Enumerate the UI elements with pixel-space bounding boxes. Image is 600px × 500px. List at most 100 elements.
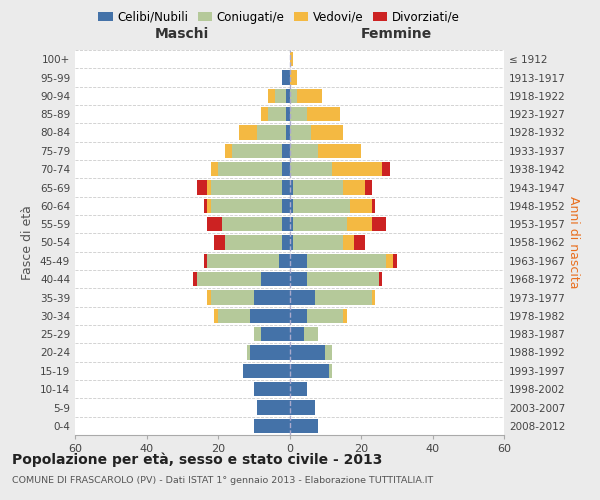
Y-axis label: Fasce di età: Fasce di età [22,205,34,280]
Bar [290,198,293,213]
Bar [314,290,372,304]
Bar [307,308,343,323]
Bar [290,346,325,360]
Text: COMUNE DI FRASCAROLO (PV) - Dati ISTAT 1° gennaio 2013 - Elaborazione TUTTITALIA: COMUNE DI FRASCAROLO (PV) - Dati ISTAT 1… [12,476,433,485]
Bar [354,236,365,250]
Bar [214,236,225,250]
Legend: Celibi/Nubili, Coniugati/e, Vedovi/e, Divorziati/e: Celibi/Nubili, Coniugati/e, Vedovi/e, Di… [94,6,464,28]
Bar [290,88,296,103]
Bar [290,217,293,232]
Bar [286,107,290,122]
Bar [307,254,386,268]
Bar [372,198,376,213]
Bar [290,382,307,396]
Bar [290,162,332,176]
Bar [193,272,197,286]
Bar [290,70,296,85]
Bar [290,254,307,268]
Bar [207,290,211,304]
Bar [283,70,290,85]
Bar [393,254,397,268]
Bar [293,217,347,232]
Bar [257,400,290,414]
Bar [290,400,314,414]
Bar [211,180,283,194]
Bar [254,290,290,304]
Text: Femmine: Femmine [361,27,433,41]
Bar [239,126,257,140]
Bar [290,52,293,66]
Bar [207,180,211,194]
Bar [283,198,290,213]
Bar [207,254,279,268]
Bar [254,327,261,342]
Bar [329,364,332,378]
Bar [290,126,311,140]
Bar [247,346,250,360]
Bar [197,272,261,286]
Bar [325,346,332,360]
Bar [261,327,290,342]
Bar [211,198,283,213]
Bar [290,418,318,433]
Bar [290,327,304,342]
Bar [275,88,286,103]
Bar [293,198,350,213]
Bar [290,236,293,250]
Bar [225,144,232,158]
Bar [343,236,354,250]
Bar [293,236,343,250]
Bar [379,272,382,286]
Bar [283,144,290,158]
Bar [343,180,365,194]
Bar [290,180,293,194]
Bar [290,308,307,323]
Text: Maschi: Maschi [155,27,209,41]
Bar [347,217,372,232]
Bar [318,144,361,158]
Bar [232,144,283,158]
Bar [283,180,290,194]
Bar [307,107,340,122]
Bar [261,272,290,286]
Bar [311,126,343,140]
Bar [207,217,221,232]
Bar [283,217,290,232]
Bar [365,180,372,194]
Bar [286,88,290,103]
Bar [279,254,290,268]
Bar [214,308,218,323]
Bar [290,364,329,378]
Bar [350,198,372,213]
Bar [293,180,343,194]
Text: Popolazione per età, sesso e stato civile - 2013: Popolazione per età, sesso e stato civil… [12,452,382,467]
Bar [290,144,318,158]
Bar [372,290,376,304]
Bar [382,162,389,176]
Bar [372,217,386,232]
Bar [225,236,283,250]
Bar [204,198,207,213]
Bar [304,327,318,342]
Bar [197,180,207,194]
Bar [250,308,290,323]
Bar [286,126,290,140]
Bar [343,308,347,323]
Bar [307,272,379,286]
Bar [254,418,290,433]
Bar [250,346,290,360]
Bar [268,88,275,103]
Bar [257,126,286,140]
Bar [283,162,290,176]
Y-axis label: Anni di nascita: Anni di nascita [566,196,580,289]
Bar [218,308,250,323]
Bar [218,162,283,176]
Bar [211,290,254,304]
Bar [268,107,286,122]
Bar [243,364,290,378]
Bar [207,198,211,213]
Bar [386,254,393,268]
Bar [290,272,307,286]
Bar [211,162,218,176]
Bar [296,88,322,103]
